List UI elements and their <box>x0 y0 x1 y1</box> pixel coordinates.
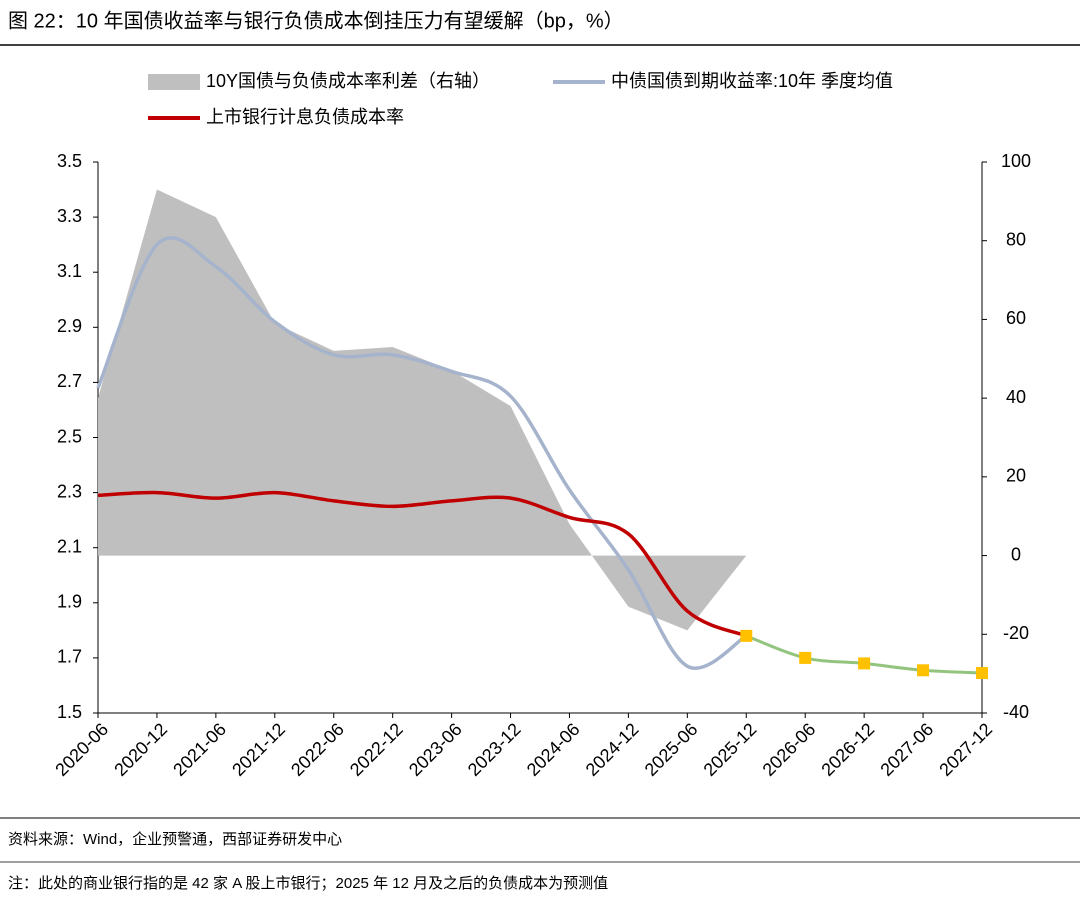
y2-tick-label: 100 <box>1001 151 1031 171</box>
x-tick-label: 2027-12 <box>935 719 996 780</box>
x-tick-label: 2025-06 <box>641 719 702 780</box>
y-tick-label: 1.5 <box>57 702 82 722</box>
y-tick-label: 2.5 <box>57 426 82 446</box>
y-tick-label: 3.1 <box>57 261 82 281</box>
y-tick-label: 2.3 <box>57 481 82 501</box>
marker <box>858 657 871 670</box>
x-tick-label: 2024-12 <box>582 719 643 780</box>
y2-tick-label: 80 <box>1006 229 1026 249</box>
x-tick-label: 2023-06 <box>405 719 466 780</box>
y2-tick-label: -20 <box>1003 623 1029 643</box>
note: 注：此处的商业银行指的是 42 家 A 股上市银行；2025 年 12 月及之后… <box>8 875 608 892</box>
x-tick-label: 2027-06 <box>876 719 937 780</box>
x-tick-label: 2022-12 <box>346 719 407 780</box>
marker <box>976 667 988 680</box>
x-tick-label: 2020-12 <box>110 719 171 780</box>
x-tick-label: 2026-12 <box>817 719 878 780</box>
marker <box>917 664 930 677</box>
y2-tick-label: 20 <box>1006 466 1026 486</box>
x-tick-label: 2022-06 <box>287 719 348 780</box>
y-tick-label: 3.3 <box>57 206 82 226</box>
x-tick-label: 2026-06 <box>759 719 820 780</box>
y2-tick-label: 60 <box>1006 308 1026 328</box>
marker <box>740 629 753 642</box>
area <box>98 189 747 631</box>
y-tick-label: 3.5 <box>57 151 82 171</box>
legend-label: 10Y国债与负债成本率利差（右轴） <box>206 71 490 91</box>
x-tick-label: 2021-06 <box>169 719 230 780</box>
y-tick-label: 1.7 <box>57 647 82 667</box>
line <box>96 236 748 670</box>
y2-tick-label: -40 <box>1003 702 1029 722</box>
legend-label: 上市银行计息负债成本率 <box>206 107 404 127</box>
source: 资料来源：Wind，企业预警通，西部证券研发中心 <box>8 830 342 848</box>
x-tick-label: 2020-06 <box>51 719 112 780</box>
x-tick-label: 2023-12 <box>464 719 525 780</box>
marker <box>799 651 812 664</box>
y2-tick-label: 0 <box>1011 544 1021 564</box>
x-tick-label: 2024-06 <box>523 719 584 780</box>
legend-label: 中债国债到期收益率:10年 季度均值 <box>611 71 893 91</box>
chart-title: 图 22：10 年国债收益率与银行负债成本倒挂压力有望缓解（bp，%） <box>8 9 624 32</box>
legend-swatch <box>148 74 200 90</box>
y-tick-label: 2.9 <box>57 316 82 336</box>
y-tick-label: 2.7 <box>57 371 82 391</box>
y-tick-label: 1.9 <box>57 592 82 612</box>
y-tick-label: 2.1 <box>57 536 82 556</box>
x-tick-label: 2025-12 <box>700 719 761 780</box>
line <box>97 490 747 638</box>
x-tick-label: 2021-12 <box>228 719 289 780</box>
y2-tick-label: 40 <box>1006 387 1026 407</box>
